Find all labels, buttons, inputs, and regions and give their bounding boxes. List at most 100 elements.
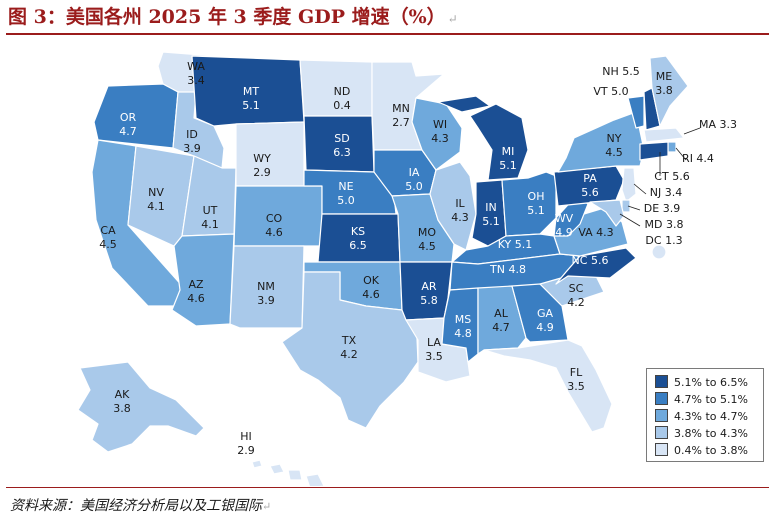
legend-swatch-4: [655, 426, 668, 439]
state-value-oh: 5.1: [527, 204, 545, 217]
state-nj: [621, 167, 637, 203]
state-label-id: ID: [186, 128, 198, 141]
legend-item-1: 5.1% to 6.5%: [655, 375, 748, 389]
legend-swatch-1: [655, 375, 668, 388]
state-label-sc: SC: [569, 282, 584, 295]
state-label-ar: AR: [421, 280, 437, 293]
state-value-la: 3.5: [425, 350, 443, 363]
state-label-ky: KY 5.1: [498, 238, 533, 251]
state-label-ak: AK: [115, 388, 131, 401]
state-value-mt: 5.1: [242, 99, 260, 112]
state-label-ms: MS: [455, 313, 471, 326]
state-value-ut: 4.1: [201, 218, 219, 231]
state-label-il: IL: [455, 197, 465, 210]
state-value-ga: 4.9: [536, 321, 554, 334]
state-label-wi: WI: [433, 118, 447, 131]
title-rule: [6, 33, 769, 35]
state-value-or: 4.7: [119, 125, 137, 138]
state-label-or: OR: [120, 111, 137, 124]
state-value-nv: 4.1: [147, 200, 165, 213]
legend-item-4: 3.8% to 4.3%: [655, 426, 748, 440]
state-label-wa: WA: [187, 60, 205, 73]
state-value-hi: 2.9: [237, 444, 255, 457]
state-label-ri: RI 4.4: [682, 152, 714, 165]
state-ks: [317, 213, 401, 263]
state-label-in: IN: [485, 201, 496, 214]
state-label-ny: NY: [607, 132, 622, 145]
legend-item-2: 4.7% to 5.1%: [655, 392, 748, 406]
state-value-mn: 2.7: [392, 116, 410, 129]
state-label-az: AZ: [188, 278, 204, 291]
state-wi: [411, 97, 463, 171]
state-value-ar: 5.8: [420, 294, 438, 307]
state-ma: [643, 127, 685, 143]
state-me: [649, 55, 689, 127]
state-value-wi: 4.3: [431, 132, 449, 145]
state-label-mn: MN: [392, 102, 410, 115]
state-value-ia: 5.0: [405, 180, 423, 193]
state-value-ms: 4.8: [454, 327, 472, 340]
state-label-mt: MT: [243, 85, 259, 98]
leader-line-ri: [675, 147, 687, 161]
legend-item-3: 4.3% to 4.7%: [655, 409, 748, 423]
leader-line-ma: [683, 127, 701, 135]
state-label-ct: CT 5.6: [654, 170, 689, 183]
state-label-nj: NJ 3.4: [650, 186, 682, 199]
legend-swatch-2: [655, 392, 668, 405]
state-label-nc: NC 5.6: [572, 254, 609, 267]
us-state-map: WA3.4OR4.7CA4.5NV4.1ID3.9UT4.1AZ4.6MT5.1…: [77, 51, 737, 486]
state-md: [589, 199, 625, 227]
state-label-al: AL: [494, 307, 509, 320]
source-note: 资料来源：美国经济分析局以及工银国际↵: [10, 498, 272, 514]
leader-line-nj: [633, 183, 647, 195]
state-label-ia: IA: [409, 166, 420, 179]
state-label-hi: HI: [240, 430, 252, 443]
state-label-nh: NH 5.5: [602, 65, 640, 78]
source-rule: [6, 487, 769, 488]
state-hi: [251, 459, 325, 486]
state-nm: [229, 245, 305, 329]
state-value-sd: 6.3: [333, 146, 351, 159]
legend-swatch-5: [655, 443, 668, 456]
state-label-mi: MI: [502, 145, 515, 158]
state-label-tx: TX: [341, 334, 357, 347]
state-label-ks: KS: [351, 225, 365, 238]
state-label-la: LA: [427, 336, 441, 349]
state-value-me: 3.8: [655, 84, 673, 97]
state-tx: [281, 271, 419, 429]
state-label-sd: SD: [334, 132, 349, 145]
state-value-id: 3.9: [183, 142, 201, 155]
state-ny: [557, 111, 645, 173]
state-value-nm: 3.9: [257, 294, 275, 307]
state-label-nv: NV: [148, 186, 164, 199]
state-value-ok: 4.6: [362, 288, 380, 301]
state-value-nd: 0.4: [333, 99, 351, 112]
state-ak: [77, 361, 205, 453]
state-value-ne: 5.0: [337, 194, 355, 207]
state-ri: [667, 141, 677, 153]
state-value-ks: 6.5: [349, 239, 367, 252]
map-legend: 5.1% to 6.5% 4.7% to 5.1% 4.3% to 4.7% 3…: [646, 368, 764, 462]
legend-swatch-3: [655, 409, 668, 422]
state-value-az: 4.6: [187, 292, 205, 305]
state-value-ny: 4.5: [605, 146, 623, 159]
state-label-pa: PA: [583, 172, 597, 185]
state-label-nd: ND: [334, 85, 351, 98]
state-value-sc: 4.2: [567, 296, 585, 309]
state-label-ma: MA 3.3: [699, 118, 737, 131]
state-value-mi: 5.1: [499, 159, 517, 172]
state-value-ak: 3.8: [113, 402, 131, 415]
state-label-fl: FL: [570, 366, 583, 379]
state-label-tn: TN 4.8: [489, 263, 526, 276]
leader-line-md: [619, 213, 641, 227]
state-value-co: 4.6: [265, 226, 283, 239]
state-shapes: [77, 51, 689, 486]
state-value-tx: 4.2: [340, 348, 358, 361]
state-label-oh: OH: [528, 190, 545, 203]
state-label-va: VA 4.3: [578, 226, 613, 239]
state-value-wa: 3.4: [187, 74, 205, 87]
state-label-ut: UT: [203, 204, 218, 217]
legend-item-5: 0.4% to 3.8%: [655, 443, 748, 457]
state-labels: WA3.4OR4.7CA4.5NV4.1ID3.9UT4.1AZ4.6MT5.1…: [99, 60, 737, 457]
state-label-ok: OK: [363, 274, 380, 287]
